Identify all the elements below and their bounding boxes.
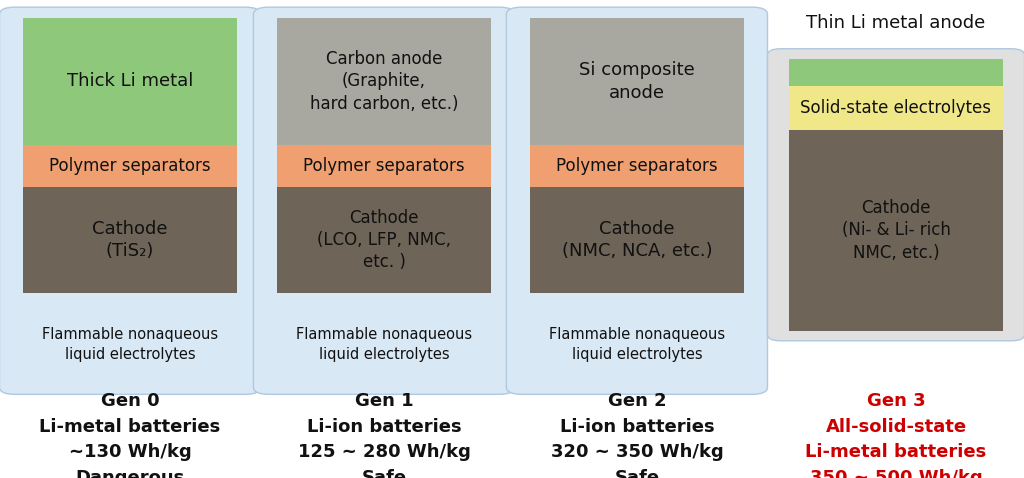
Bar bbox=[23, 18, 237, 145]
Bar bbox=[788, 59, 1004, 86]
Text: Gen 0
Li-metal batteries
~130 Wh/kg
Dangerous: Gen 0 Li-metal batteries ~130 Wh/kg Dang… bbox=[39, 392, 221, 478]
Bar bbox=[276, 145, 492, 187]
Text: Carbon anode
(Graphite,
hard carbon, etc.): Carbon anode (Graphite, hard carbon, etc… bbox=[309, 50, 459, 113]
Bar bbox=[788, 86, 1004, 130]
Text: Cathode
(LCO, LFP, NMC,
etc. ): Cathode (LCO, LFP, NMC, etc. ) bbox=[317, 208, 451, 271]
Text: Solid-state electrolytes: Solid-state electrolytes bbox=[801, 99, 991, 117]
Text: Flammable nonaqueous
liquid electrolytes: Flammable nonaqueous liquid electrolytes bbox=[296, 327, 472, 361]
Bar bbox=[788, 130, 1004, 331]
Text: Thick Li metal: Thick Li metal bbox=[67, 73, 194, 90]
Text: Flammable nonaqueous
liquid electrolytes: Flammable nonaqueous liquid electrolytes bbox=[549, 327, 725, 361]
Text: Cathode
(TiS₂): Cathode (TiS₂) bbox=[92, 220, 168, 260]
Bar bbox=[530, 18, 743, 145]
Text: Thin Li metal anode: Thin Li metal anode bbox=[806, 14, 986, 33]
Bar bbox=[23, 145, 237, 187]
FancyBboxPatch shape bbox=[0, 7, 260, 394]
Bar bbox=[530, 145, 743, 187]
Bar bbox=[23, 187, 237, 293]
Bar bbox=[276, 18, 492, 145]
Text: Cathode
(NMC, NCA, etc.): Cathode (NMC, NCA, etc.) bbox=[561, 220, 713, 260]
Text: Gen 3
All-solid-state
Li-metal batteries
350 ~ 500 Wh/kg
Safer: Gen 3 All-solid-state Li-metal batteries… bbox=[805, 392, 987, 478]
Text: Si composite
anode: Si composite anode bbox=[579, 61, 695, 102]
Text: Flammable nonaqueous
liquid electrolytes: Flammable nonaqueous liquid electrolytes bbox=[42, 327, 218, 361]
Text: Gen 1
Li-ion batteries
125 ~ 280 Wh/kg
Safe: Gen 1 Li-ion batteries 125 ~ 280 Wh/kg S… bbox=[298, 392, 470, 478]
Bar bbox=[530, 187, 743, 293]
FancyBboxPatch shape bbox=[768, 49, 1024, 341]
Text: Polymer separators: Polymer separators bbox=[303, 157, 465, 175]
Text: Cathode
(Ni- & Li- rich
NMC, etc.): Cathode (Ni- & Li- rich NMC, etc.) bbox=[842, 199, 950, 261]
FancyBboxPatch shape bbox=[506, 7, 768, 394]
Text: Polymer separators: Polymer separators bbox=[49, 157, 211, 175]
Bar bbox=[276, 187, 492, 293]
Text: Gen 2
Li-ion batteries
320 ~ 350 Wh/kg
Safe: Gen 2 Li-ion batteries 320 ~ 350 Wh/kg S… bbox=[551, 392, 723, 478]
Text: Polymer separators: Polymer separators bbox=[556, 157, 718, 175]
FancyBboxPatch shape bbox=[254, 7, 514, 394]
